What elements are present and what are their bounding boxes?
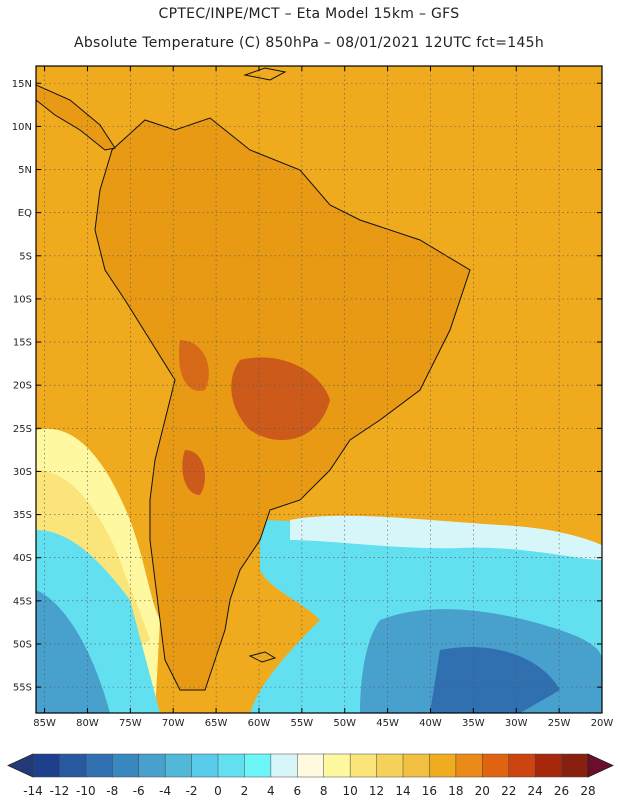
lon-label: 70W: [162, 718, 185, 729]
lon-label: 40W: [419, 718, 442, 729]
colorbar-swatch: [59, 753, 87, 778]
lat-label: 15N: [12, 79, 32, 90]
axis-ticks: [36, 66, 603, 713]
colorbar-tick-label: 28: [580, 784, 595, 798]
heat-core-paraguay: [231, 357, 330, 440]
lat-label: 50S: [13, 639, 32, 650]
lat-label: 45S: [13, 596, 32, 607]
colorbar-tick-label: 24: [528, 784, 543, 798]
colorbar-labels: -14 -12 -10 -8 -6 -4 -2 0 2 4 6 8 10 12 14 16 18 20 22 24 26…: [23, 784, 595, 798]
map-border: [35, 65, 603, 714]
lon-label: 85W: [33, 718, 56, 729]
chart-subtitle: Absolute Temperature (C) 850hPa – 08/01/…: [73, 35, 545, 51]
colorbar-swatch: [508, 753, 536, 778]
colorbar-swatch: [323, 753, 351, 778]
lon-label: 65W: [205, 718, 228, 729]
colorbar-tick-label: 18: [448, 784, 463, 798]
lon-label: 55W: [291, 718, 314, 729]
colorbar-swatch: [402, 753, 431, 778]
colorbar-tick-label: 6: [293, 784, 301, 798]
colorbar-tick-label: 4: [267, 784, 275, 798]
longitude-labels: 85W 80W 75W 70W 65W 60W 55W 50W 45W 40W 35W 30W 25W 2…: [33, 718, 613, 729]
latitude-labels: 15N 10N 5N EQ 5S 10S 15S 20S 25S 30S 35S 40S 45S 50S 5…: [12, 79, 32, 694]
heat-core-argentina: [182, 450, 205, 495]
lat-label: 5N: [18, 165, 32, 176]
colorbar-swatch: [376, 753, 404, 778]
lon-label: 75W: [119, 718, 142, 729]
lat-label: 15S: [13, 338, 32, 349]
colorbar-tick-label: 10: [343, 784, 358, 798]
lat-label: EQ: [18, 208, 32, 219]
colorbar-swatch: [138, 753, 166, 778]
colorbar-tick-label: 16: [422, 784, 437, 798]
central-america: [36, 84, 116, 151]
colorbar-swatch: [482, 753, 510, 778]
colorbar-tick-label: 0: [214, 784, 222, 798]
colorbar-tick-label: -6: [133, 784, 145, 798]
lat-label: 10S: [13, 294, 32, 305]
colorbar-tick-label: 8: [320, 784, 328, 798]
colorbar-swatch: [429, 753, 457, 778]
colorbar: [7, 753, 614, 778]
heat-core-bolivia: [179, 340, 209, 391]
chart-title: CPTEC/INPE/MCT – Eta Model 15km – GFS: [158, 6, 460, 22]
lon-label: 50W: [333, 718, 356, 729]
lon-label: 25W: [548, 718, 571, 729]
colorbar-arrow-left: [7, 753, 34, 778]
colorbar-swatch: [244, 753, 272, 778]
cold-core-southwest: [36, 590, 110, 713]
colorbar-swatch: [217, 753, 246, 778]
lat-label: 5S: [19, 251, 32, 262]
falkland-islands: [248, 651, 277, 663]
lon-label: 20W: [591, 718, 614, 729]
colorbar-tick-label: 12: [369, 784, 384, 798]
colorbar-swatch: [455, 753, 483, 778]
colorbar-tick-label: 2: [241, 784, 249, 798]
colorbar-tick-label: -10: [76, 784, 96, 798]
lon-label: 35W: [462, 718, 485, 729]
lon-label: 60W: [248, 718, 271, 729]
colorbar-tick-label: 14: [395, 784, 410, 798]
lat-label: 35S: [13, 510, 32, 521]
lon-label: 45W: [376, 718, 399, 729]
lat-label: 30S: [13, 467, 32, 478]
colorbar-swatch: [561, 753, 589, 778]
colorbar-tick-label: 26: [554, 784, 569, 798]
colorbar-swatch: [85, 753, 113, 778]
colorbar-tick-label: -4: [159, 784, 171, 798]
lat-label: 55S: [13, 683, 32, 694]
lat-label: 20S: [13, 381, 32, 392]
colorbar-tick-label: -2: [186, 784, 198, 798]
lon-label: 80W: [76, 718, 99, 729]
lat-label: 10N: [12, 122, 32, 133]
colorbar-arrow-right: [587, 753, 614, 778]
colorbar-tick-label: -8: [106, 784, 118, 798]
cold-core-deep: [430, 646, 560, 713]
lat-label: 25S: [13, 424, 32, 435]
lon-label: 30W: [505, 718, 528, 729]
colorbar-swatch: [534, 753, 563, 778]
caribbean-islands: [243, 67, 287, 81]
colorbar-swatch: [32, 753, 61, 778]
colorbar-tick-label: -14: [23, 784, 43, 798]
colorbar-swatch: [270, 753, 298, 778]
colorbar-tick-label: 20: [475, 784, 490, 798]
cold-front-east: [290, 515, 602, 560]
colorbar-swatch: [297, 753, 325, 778]
lat-label: 40S: [13, 553, 32, 564]
colorbar-swatch: [164, 753, 193, 778]
colorbar-swatch: [349, 753, 378, 778]
temperature-field: [36, 66, 602, 713]
colorbar-tick-label: -12: [50, 784, 70, 798]
colorbar-swatch: [112, 753, 140, 778]
colorbar-tick-label: 22: [501, 784, 516, 798]
colorbar-swatch: [191, 753, 219, 778]
